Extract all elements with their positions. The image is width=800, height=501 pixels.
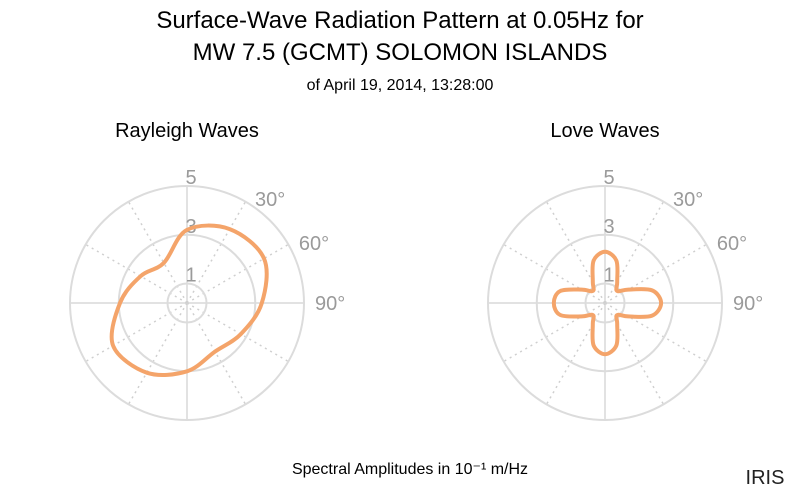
subplot-title: Rayleigh Waves: [115, 120, 259, 142]
theta-tick-label: 60°: [299, 233, 329, 255]
theta-tick-label: 30°: [255, 189, 285, 211]
r-tick-label: 5: [185, 167, 196, 189]
grid-ring: [535, 233, 675, 373]
spoke: [186, 302, 247, 405]
subplot-title: Love Waves: [550, 120, 659, 142]
grid-ring: [166, 282, 208, 324]
r-tick-label: 5: [603, 167, 614, 189]
footer: Spectral Amplitudes in 10⁻¹ m/Hz: [292, 461, 528, 478]
title-line: MW 7.5 (GCMT) SOLOMON ISLANDS: [193, 39, 608, 66]
radiation-curve: [551, 249, 664, 357]
theta-tick: [287, 244, 289, 246]
title-line: Surface-Wave Radiation Pattern at 0.05Hz…: [156, 7, 643, 34]
theta-tick-label: 90°: [315, 293, 345, 315]
spoke: [127, 302, 188, 405]
spoke: [186, 243, 289, 304]
subtitle: of April 19, 2014, 13:28:00: [307, 77, 494, 94]
spoke: [127, 201, 188, 304]
theta-tick: [705, 244, 707, 246]
spoke: [85, 302, 188, 363]
theta-tick-label: 90°: [733, 293, 763, 315]
r-tick-label: 3: [603, 216, 614, 238]
spoke: [186, 302, 289, 363]
r-tick-label: 1: [185, 265, 196, 287]
theta-tick-label: 60°: [717, 233, 747, 255]
r-tick-label: 1: [603, 265, 614, 287]
logo: IRIS: [746, 467, 785, 489]
theta-tick: [662, 201, 664, 203]
radiation-curve: [109, 223, 269, 378]
theta-tick: [244, 201, 246, 203]
theta-tick-label: 30°: [673, 189, 703, 211]
grid-ring: [584, 282, 626, 324]
